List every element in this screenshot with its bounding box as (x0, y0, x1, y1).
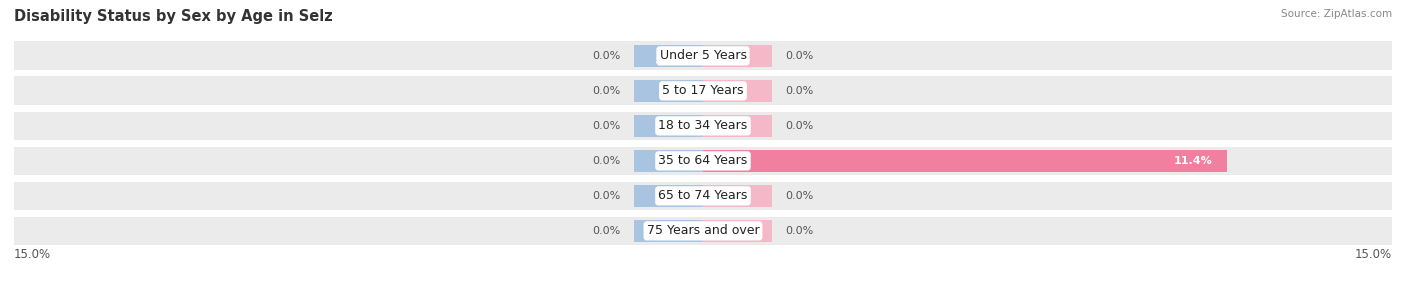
Bar (634, 45, 703, 67)
Text: 11.4%: 11.4% (1174, 156, 1213, 166)
Bar (634, 150, 703, 172)
Bar (14, 146, 1392, 175)
Bar (14, 217, 1392, 245)
Bar (703, 220, 772, 242)
Bar (634, 115, 703, 137)
Bar (703, 150, 1226, 172)
Bar (703, 115, 772, 137)
Bar (14, 77, 1392, 105)
Text: 15.0%: 15.0% (14, 248, 51, 261)
Text: 0.0%: 0.0% (592, 86, 620, 96)
Text: 65 to 74 Years: 65 to 74 Years (658, 189, 748, 202)
Bar (634, 80, 703, 102)
Text: 0.0%: 0.0% (592, 156, 620, 166)
Bar (703, 80, 772, 102)
Text: Source: ZipAtlas.com: Source: ZipAtlas.com (1281, 9, 1392, 19)
Text: 0.0%: 0.0% (786, 191, 814, 201)
Text: 5 to 17 Years: 5 to 17 Years (662, 84, 744, 97)
Bar (703, 45, 772, 67)
Text: 75 Years and over: 75 Years and over (647, 224, 759, 237)
Text: 18 to 34 Years: 18 to 34 Years (658, 119, 748, 132)
Text: Disability Status by Sex by Age in Selz: Disability Status by Sex by Age in Selz (14, 9, 333, 24)
Text: 0.0%: 0.0% (786, 51, 814, 61)
Text: Under 5 Years: Under 5 Years (659, 49, 747, 62)
Bar (14, 112, 1392, 140)
Text: 0.0%: 0.0% (592, 51, 620, 61)
Bar (634, 220, 703, 242)
Text: 0.0%: 0.0% (786, 121, 814, 131)
Bar (14, 181, 1392, 210)
Text: 35 to 64 Years: 35 to 64 Years (658, 154, 748, 167)
Text: 0.0%: 0.0% (592, 191, 620, 201)
Bar (703, 185, 772, 207)
Bar (14, 41, 1392, 70)
Text: 0.0%: 0.0% (786, 86, 814, 96)
Text: 0.0%: 0.0% (592, 226, 620, 236)
Text: 15.0%: 15.0% (1355, 248, 1392, 261)
Text: 0.0%: 0.0% (592, 121, 620, 131)
Bar (634, 185, 703, 207)
Text: 0.0%: 0.0% (786, 226, 814, 236)
